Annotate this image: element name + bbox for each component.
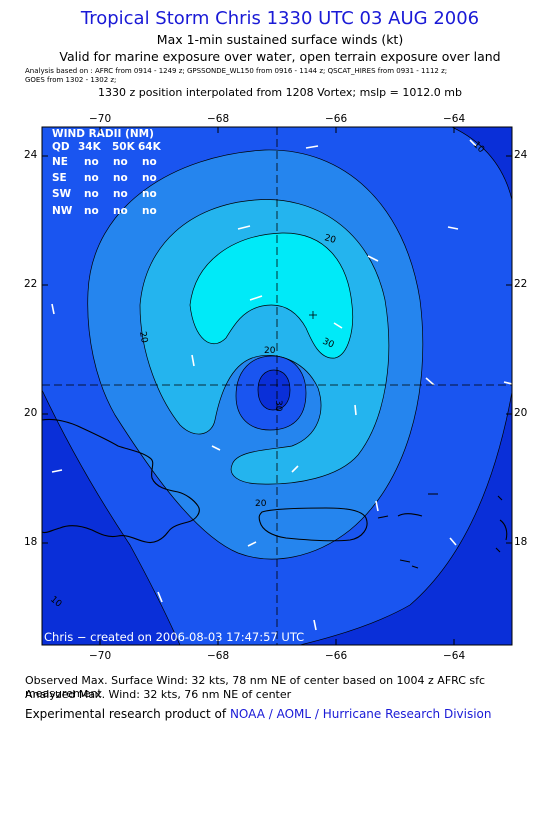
wind-radii-row-se-64k: no — [142, 172, 157, 184]
wind-barb — [469, 139, 477, 147]
wind-radii-row-se-34k: no — [84, 172, 99, 184]
wind-barbs — [51, 139, 512, 631]
wind-barb — [305, 145, 319, 149]
coastline-leeward-islands — [495, 495, 508, 553]
wind-radii-header-50k: 50K — [112, 141, 136, 153]
lon-tick-bottom-64: −64 — [443, 650, 466, 662]
lon-tick-bottom-66: −66 — [325, 650, 348, 662]
wind-barb — [211, 445, 221, 451]
analyzed-max-wind: Analyzed Max. Wind: 32 kts, 76 nm NE of … — [25, 688, 292, 701]
contour-line-10-south — [299, 391, 512, 645]
wind-barb — [247, 541, 257, 547]
position-line: 1330 z position interpolated from 1208 V… — [97, 86, 462, 99]
wind-radii-row-sw-50k: no — [113, 188, 128, 200]
coastline-puerto-rico — [258, 507, 368, 542]
map-title: Tropical Storm Chris 1330 UTC 03 AUG 200… — [80, 8, 480, 29]
wind-barb — [51, 469, 63, 473]
wind-radii-row-sw-64k: no — [142, 188, 157, 200]
contour-line-10-east — [451, 127, 512, 201]
contour-label-20-west: 20 — [137, 331, 149, 344]
contour-label-20-south: 20 — [255, 499, 267, 509]
lon-tick-bottom-68: −68 — [207, 650, 230, 662]
wind-radii-row-ne-50k: no — [113, 156, 128, 168]
contour-label-20-inner: 20 — [264, 346, 276, 356]
contour-line-10-west — [42, 389, 181, 645]
wind-radii-row-nw-50k: no — [113, 205, 128, 217]
wind-radii-title: WIND RADII (NM) — [52, 128, 154, 140]
wind-radii-header-34k: 34K — [78, 141, 102, 153]
wind-barb — [249, 295, 263, 301]
wind-level-max-core — [189, 232, 353, 359]
lon-tick-top-66: −66 — [325, 113, 348, 125]
lat-tick-right-18: 18 — [514, 536, 528, 548]
wind-barb — [313, 619, 317, 631]
lat-tick-left-22: 22 — [24, 278, 38, 290]
lat-tick-left-18: 18 — [24, 536, 38, 548]
wind-radii-header-64k: 64K — [138, 141, 162, 153]
lat-tick-right-24: 24 — [514, 149, 528, 161]
wind-barb — [51, 303, 55, 315]
lon-tick-bottom-70: −70 — [89, 650, 112, 662]
wind-radii-row-nw-64k: no — [142, 205, 157, 217]
lat-tick-left-24: 24 — [24, 149, 38, 161]
wind-radii-row-ne-64k: no — [142, 156, 157, 168]
lon-tick-top-70: −70 — [89, 113, 112, 125]
wind-radii-header-qd: QD — [52, 141, 70, 153]
wind-barb — [375, 500, 379, 512]
wind-radii-row-nw-quadrant: NW — [52, 205, 73, 217]
wind-barb — [191, 354, 195, 367]
coastline-hispaniola — [42, 418, 200, 544]
analysis-line-2: GOES from 1302 - 1302 z; — [25, 76, 117, 84]
wind-barb — [291, 465, 299, 473]
lat-tick-right-22: 22 — [514, 278, 528, 290]
map-subtitle-validity: Valid for marine exposure over water, op… — [59, 49, 501, 64]
contour-label-30-center: 30 — [273, 400, 283, 412]
wind-barb — [237, 225, 251, 230]
wind-radii-row-se-50k: no — [113, 172, 128, 184]
wind-radii-row-sw-34k: no — [84, 188, 99, 200]
wind-radii-row-se-quadrant: SE — [52, 172, 67, 184]
wind-radii-row-ne-34k: no — [84, 156, 99, 168]
analysis-line-1: Analysis based on : AFRC from 0914 - 124… — [25, 67, 448, 75]
map-subtitle: Max 1-min sustained surface winds (kt) — [156, 32, 404, 47]
lon-tick-top-68: −68 — [207, 113, 230, 125]
map-credit: Chris − created on 2006-08-03 17:47:57 U… — [44, 630, 304, 644]
coastline-virgin-islands — [377, 493, 438, 569]
contour-label-20-north: 20 — [323, 233, 337, 246]
observed-max-wind: Observed Max. Surface Wind: 32 kts, 78 n… — [25, 674, 486, 700]
analysis-sources: Analysis based on : AFRC from 0914 - 124… — [25, 67, 545, 85]
wind-barb — [157, 591, 163, 603]
wind-barb — [354, 404, 357, 416]
wind-radii-row-ne-quadrant: NE — [52, 156, 68, 168]
lat-tick-left-20: 20 — [24, 407, 38, 419]
product-credit-prefix: Experimental research product of — [25, 707, 227, 721]
wind-barb — [449, 537, 457, 546]
contour-label-30-east: 30 — [321, 337, 336, 351]
wind-radii-table: WIND RADII (NM) QD 34K 50K 64K NE no no … — [52, 128, 162, 217]
max-wind-marker — [309, 311, 317, 319]
product-credit: Experimental research product of NOAA / … — [25, 707, 492, 721]
wind-radii-row-nw-34k: no — [84, 205, 99, 217]
wind-barb — [333, 322, 343, 329]
noaa-aoml-hrd-link[interactable]: NOAA / AOML / Hurricane Research Divisio… — [229, 707, 492, 721]
axis-ticks — [42, 127, 512, 645]
lat-tick-right-20: 20 — [514, 407, 528, 419]
wind-radii-row-sw-quadrant: SW — [52, 188, 72, 200]
map-frame — [41, 126, 513, 646]
wind-barb — [503, 381, 512, 385]
wind-barb — [367, 255, 379, 262]
lon-tick-top-64: −64 — [443, 113, 466, 125]
storm-center-core — [257, 369, 291, 411]
wind-barb — [447, 226, 459, 230]
wind-barb — [425, 377, 435, 386]
